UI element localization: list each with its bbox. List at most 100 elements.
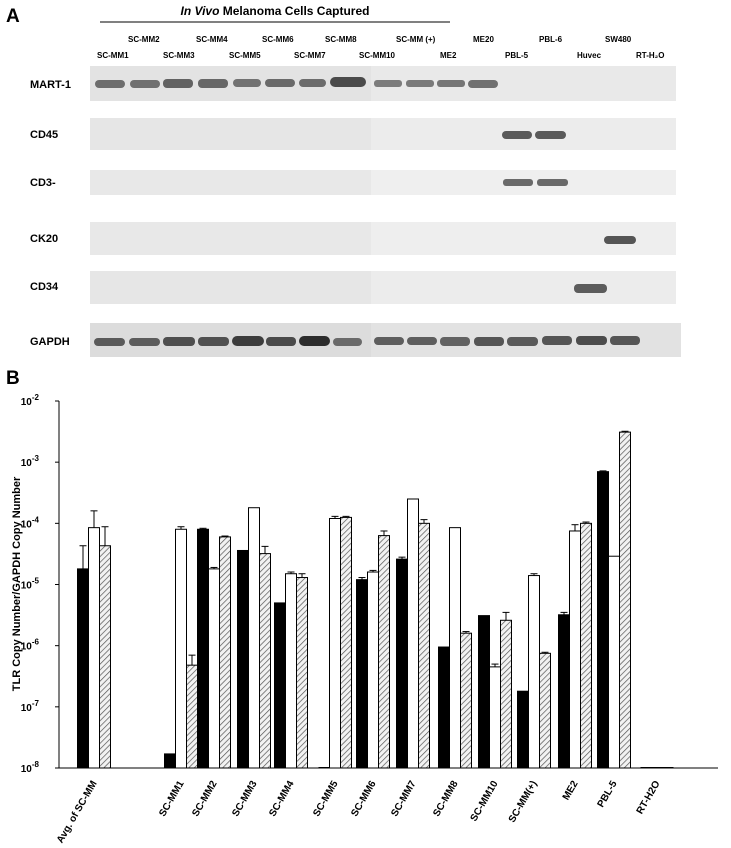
gel-cd3 <box>90 170 676 195</box>
bar <box>285 573 297 769</box>
band <box>233 79 261 87</box>
y-tick-label: 10-2 <box>21 393 40 408</box>
lane-label-me2: ME2 <box>440 51 457 60</box>
band <box>374 337 404 345</box>
bar <box>407 498 419 769</box>
gel-ck20 <box>90 222 676 255</box>
x-category-label: Avg. of SC-MM <box>55 779 100 845</box>
x-category-label: SC-MM5 <box>311 779 340 819</box>
band <box>407 337 437 345</box>
bar <box>438 646 450 769</box>
lane-label-sw480: SW480 <box>605 35 632 44</box>
lane-label-sc-mm4: SC-MM4 <box>196 35 228 44</box>
y-tick-exponent: -2 <box>32 393 40 402</box>
y-tick-exponent: -4 <box>32 515 40 524</box>
y-tick-label: 10-3 <box>21 454 40 469</box>
gel-cd45 <box>90 118 676 150</box>
band <box>406 80 434 87</box>
band <box>333 338 362 346</box>
x-category-label: ME2 <box>561 779 581 803</box>
band <box>468 80 498 88</box>
bar <box>558 614 570 769</box>
bar <box>478 615 490 769</box>
band <box>130 80 160 88</box>
bar <box>460 632 472 769</box>
band <box>474 337 504 346</box>
band <box>440 337 470 346</box>
bar <box>274 602 286 769</box>
bar <box>597 471 609 769</box>
lane-label-huvec: Huvec <box>577 51 602 60</box>
marker-label-cd3: CD3- <box>30 177 56 189</box>
bar <box>340 516 352 769</box>
bar <box>517 690 529 769</box>
band <box>232 336 264 346</box>
band <box>502 131 532 139</box>
band <box>265 79 295 87</box>
x-category-label: SC-MM7 <box>389 779 418 819</box>
y-tick-label: 10-4 <box>21 515 40 530</box>
y-axis-label: TLR Copy Number/GAPDH Copy Number <box>11 476 23 691</box>
bar <box>77 568 89 769</box>
bar <box>248 507 260 769</box>
gel-strip-cd45-left <box>90 118 371 150</box>
bar <box>186 664 198 769</box>
bar <box>500 619 512 769</box>
x-category-labels: Avg. of SC-MM SC-MM1 SC-MM2 SC-MM3 SC-MM4 SC-… <box>55 779 663 846</box>
band <box>299 336 330 346</box>
band <box>198 337 229 346</box>
bar <box>619 431 631 769</box>
x-category-label: SC-MM6 <box>349 779 378 819</box>
x-category-label: SC-MM3 <box>230 779 259 819</box>
panel-a-header-rest: Melanoma Cells Captured <box>219 4 369 18</box>
band <box>576 336 607 345</box>
bar <box>528 575 540 769</box>
bar <box>175 528 187 769</box>
band <box>604 236 636 244</box>
bar <box>396 558 408 769</box>
band <box>507 337 538 346</box>
bar <box>208 568 220 769</box>
gel-cd34 <box>90 271 676 304</box>
marker-label-gapdh: GAPDH <box>30 336 70 348</box>
lane-label-sc-mm10: SC-MM10 <box>359 51 396 60</box>
lane-label-pbl-6: PBL-6 <box>539 35 563 44</box>
y-tick-exponent: -6 <box>32 638 40 647</box>
bar <box>489 666 501 769</box>
y-tick-label: 10-7 <box>21 699 40 714</box>
lane-label-rt-h2o: RT-H₂O <box>636 51 664 60</box>
lane-label-sc-mm3: SC-MM3 <box>163 51 195 60</box>
gel-mart-1 <box>90 66 676 101</box>
bar <box>580 522 592 769</box>
gel-strip-cd34-left <box>90 271 371 304</box>
bar <box>237 549 249 769</box>
gel-strip-ck20-left <box>90 222 371 255</box>
gel-strip-cd34-right <box>371 271 676 304</box>
band <box>299 79 326 87</box>
bar <box>367 571 379 769</box>
gel-strip-cd3-left <box>90 170 371 195</box>
band <box>610 336 640 345</box>
gel-gapdh <box>90 323 681 357</box>
y-tick-label: 10-6 <box>21 638 40 653</box>
band <box>535 131 566 139</box>
band <box>330 77 366 87</box>
panel-a-header: In Vivo Melanoma Cells Captured <box>181 4 370 18</box>
bar <box>539 652 551 769</box>
bar-marks <box>77 430 674 769</box>
lane-label-sc-mm2: SC-MM2 <box>128 35 160 44</box>
band <box>95 80 125 88</box>
y-tick-exponent: -8 <box>32 760 40 769</box>
x-category-label: SC-MM2 <box>190 779 219 819</box>
band <box>266 337 296 346</box>
lane-label-sc-mm1: SC-MM1 <box>97 51 129 60</box>
lane-label-sc-mm-plus: SC-MM (+) <box>396 35 436 44</box>
y-tick-label: 10-5 <box>21 577 40 592</box>
lane-label-me20: ME20 <box>473 35 494 44</box>
band <box>437 80 465 87</box>
bar <box>608 555 620 769</box>
band <box>163 79 193 88</box>
band <box>163 337 195 346</box>
x-category-label: RT-H2O <box>635 779 663 816</box>
bar <box>569 530 581 769</box>
